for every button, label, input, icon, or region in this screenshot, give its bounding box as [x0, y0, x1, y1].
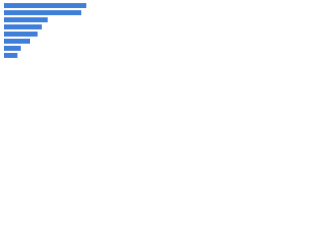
bar [4, 52, 18, 58]
bar [4, 3, 87, 9]
bar [4, 38, 31, 44]
bar [4, 31, 38, 37]
bar [4, 10, 82, 16]
bar [4, 17, 48, 23]
bar [4, 24, 42, 30]
chart [4, 3, 87, 58]
bar [4, 45, 21, 51]
